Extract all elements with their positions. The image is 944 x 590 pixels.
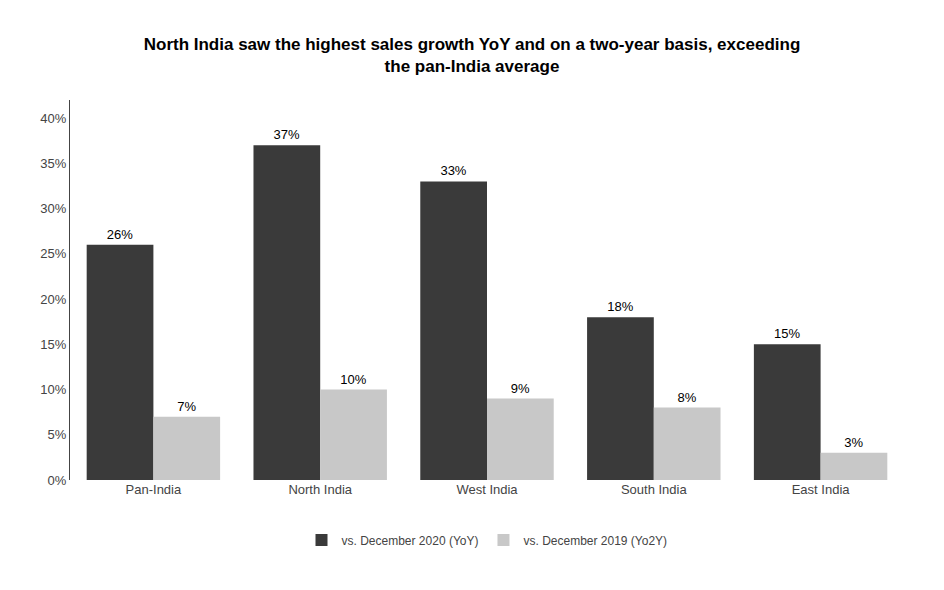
svg-text:North India saw the highest sa: North India saw the highest sales growth… <box>144 35 801 76</box>
svg-text:Pan-India: Pan-India <box>126 482 182 497</box>
svg-text:10%: 10% <box>40 382 66 397</box>
svg-text:20%: 20% <box>40 292 66 307</box>
svg-text:10%: 10% <box>340 372 366 387</box>
svg-text:7%: 7% <box>177 399 196 414</box>
svg-text:37%: 37% <box>274 127 300 142</box>
svg-text:33%: 33% <box>440 163 466 178</box>
svg-text:18%: 18% <box>607 299 633 314</box>
svg-text:15%: 15% <box>40 337 66 352</box>
svg-text:0%: 0% <box>48 473 67 488</box>
svg-text:15%: 15% <box>774 326 800 341</box>
svg-text:8%: 8% <box>678 390 697 405</box>
svg-text:3%: 3% <box>844 435 863 450</box>
svg-text:40%: 40% <box>40 111 66 126</box>
svg-text:35%: 35% <box>40 156 66 171</box>
svg-text:9%: 9% <box>511 381 530 396</box>
svg-text:North India: North India <box>288 482 352 497</box>
svg-text:vs. December 2019 (Yo2Y): vs. December 2019 (Yo2Y) <box>523 534 667 548</box>
svg-text:vs. December 2020 (YoY): vs. December 2020 (YoY) <box>342 534 479 548</box>
svg-text:South India: South India <box>621 482 688 497</box>
svg-text:East India: East India <box>792 482 851 497</box>
svg-text:26%: 26% <box>107 227 133 242</box>
svg-text:25%: 25% <box>40 246 66 261</box>
svg-text:5%: 5% <box>48 427 67 442</box>
svg-text:West India: West India <box>456 482 518 497</box>
svg-text:30%: 30% <box>40 201 66 216</box>
